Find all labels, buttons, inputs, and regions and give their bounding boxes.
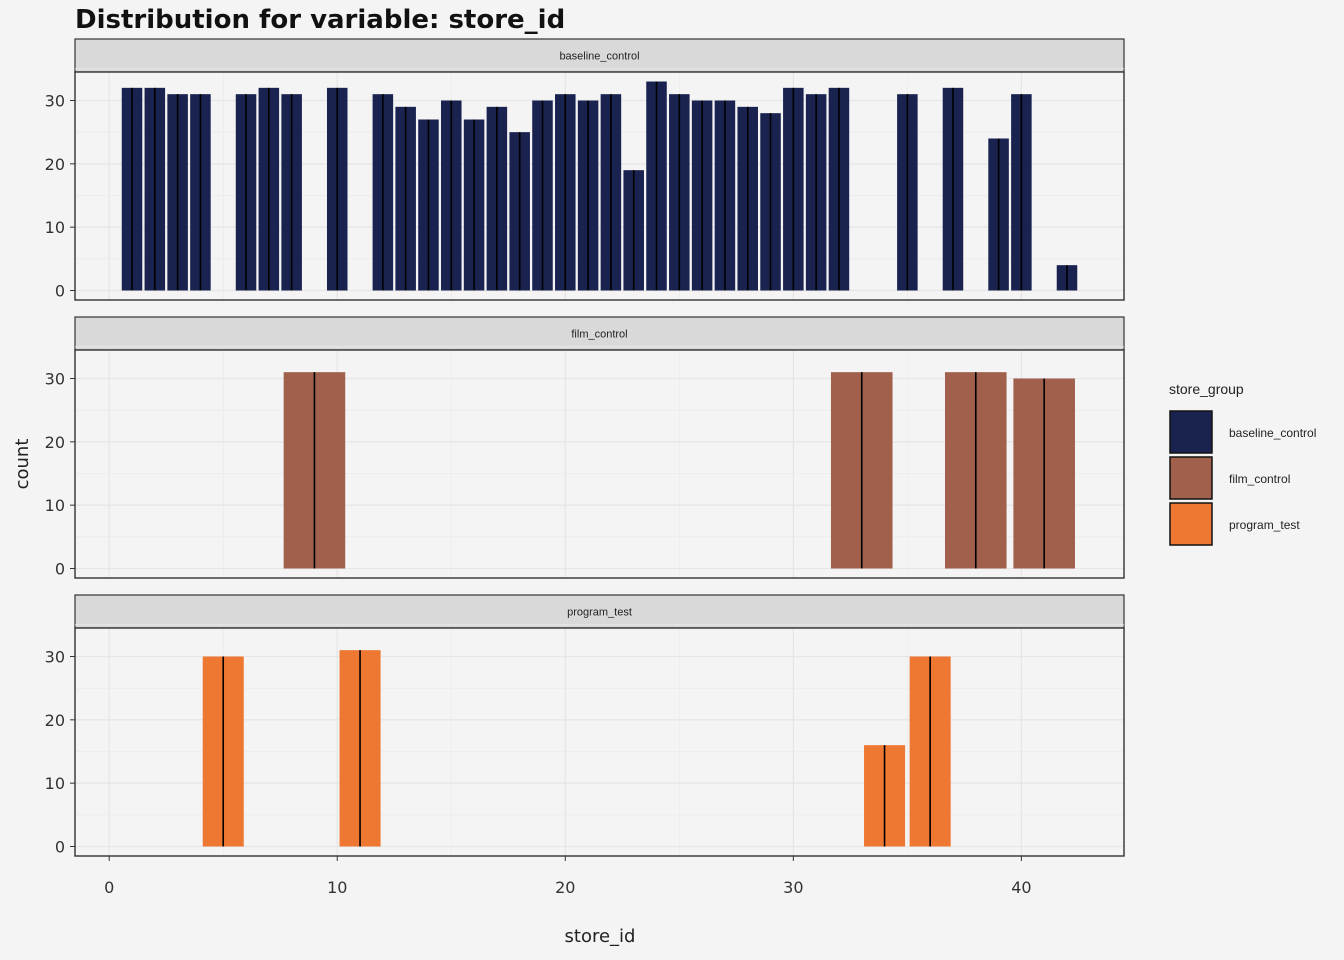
facet-baseline_control: baseline_control 0 10 20 30 <box>45 38 1125 301</box>
facet-strip <box>74 594 1125 629</box>
y-axis-title: count <box>12 439 33 490</box>
facet-film_control: film_control 0 10 20 30 <box>45 316 1125 579</box>
y-tick-label: 30 <box>45 370 65 389</box>
panel-background <box>75 72 1124 300</box>
y-axis: 0 10 20 30 <box>45 92 75 301</box>
x-tick-label: 20 <box>555 878 575 897</box>
x-tick-label: 30 <box>783 878 803 897</box>
y-axis: 0 10 20 30 <box>45 370 75 579</box>
y-tick-label: 0 <box>55 838 65 857</box>
legend-title: store_group <box>1169 381 1244 397</box>
legend-item-film_control: film_control <box>1169 456 1290 500</box>
y-tick-label: 20 <box>45 155 65 174</box>
panel-border <box>74 627 1125 857</box>
x-tick-label: 40 <box>1011 878 1031 897</box>
facet-panels: baseline_control 0 10 20 30 film_control 0 10 20… <box>45 38 1125 857</box>
legend-item-program_test: program_test <box>1169 502 1300 546</box>
y-tick-label: 0 <box>55 560 65 579</box>
legend-label: program_test <box>1229 518 1300 532</box>
facet-strip-label: program_test <box>567 607 632 619</box>
y-tick-label: 10 <box>45 774 65 793</box>
facet-program_test: program_test 0 10 20 30 <box>45 594 1125 857</box>
x-axis-title: store_id <box>565 926 636 947</box>
panel-border <box>74 349 1125 579</box>
panel-border <box>74 71 1125 301</box>
y-tick-label: 0 <box>55 282 65 301</box>
bars <box>283 372 1075 569</box>
legend-swatch <box>1169 410 1213 454</box>
legend-item-baseline_control: baseline_control <box>1169 410 1316 454</box>
x-axis: 0 10 20 30 40 <box>104 856 1032 897</box>
y-axis: 0 10 20 30 <box>45 648 75 857</box>
x-tick-label: 0 <box>104 878 114 897</box>
legend-swatch <box>1169 456 1213 500</box>
bars <box>202 650 951 847</box>
facet-strip <box>74 316 1125 351</box>
legend-label: film_control <box>1229 472 1290 486</box>
bars <box>121 81 1078 291</box>
legend: store_group baseline_control film_control… <box>1169 381 1316 546</box>
legend-swatch <box>1169 502 1213 546</box>
y-tick-label: 30 <box>45 92 65 111</box>
facet-strip-label: baseline_control <box>559 51 639 63</box>
facet-strip-label: film_control <box>571 329 627 341</box>
chart-title: Distribution for variable: store_id <box>75 5 565 35</box>
y-tick-label: 20 <box>45 711 65 730</box>
facet-strip <box>74 38 1125 73</box>
x-tick-label: 10 <box>327 878 347 897</box>
y-tick-label: 20 <box>45 433 65 452</box>
y-tick-label: 30 <box>45 648 65 667</box>
legend-items: baseline_control film_control program_test <box>1169 410 1316 546</box>
legend-label: baseline_control <box>1229 426 1316 440</box>
y-tick-label: 10 <box>45 496 65 515</box>
y-tick-label: 10 <box>45 218 65 237</box>
